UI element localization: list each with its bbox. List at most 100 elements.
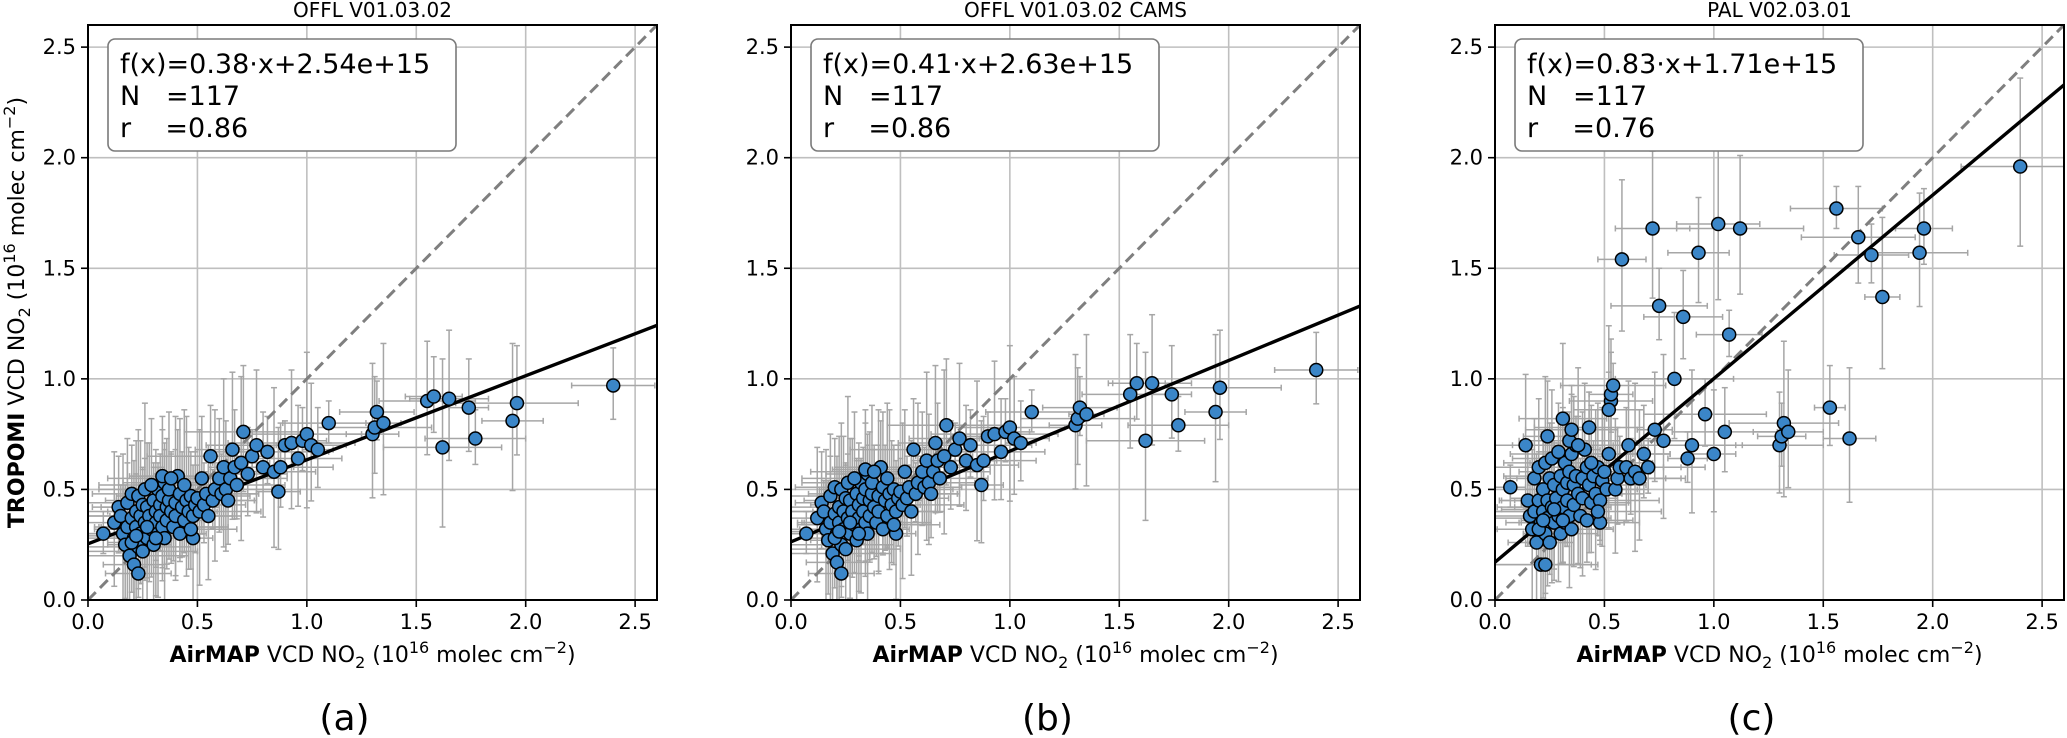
data-point — [1555, 513, 1571, 528]
error-bars — [791, 313, 1359, 600]
data-point — [993, 444, 1009, 460]
data-point — [932, 471, 948, 486]
axes-frame — [87, 24, 658, 601]
data-point — [939, 418, 954, 433]
data-point — [1656, 433, 1671, 449]
data-point — [1601, 446, 1617, 462]
data-point — [376, 415, 391, 431]
stats-line: f(x)=0.41·x+2.63e+15 — [823, 49, 1133, 80]
data-point — [163, 471, 179, 486]
data-point — [1706, 446, 1722, 462]
panel-label: (c) — [1728, 698, 1776, 738]
data-point — [509, 395, 525, 411]
data-point — [1651, 298, 1667, 314]
data-point — [183, 521, 199, 537]
stats-line: N =117 — [1527, 81, 1647, 112]
data-point — [505, 413, 520, 429]
data-point — [1555, 411, 1571, 426]
y-tick-label: 1.0 — [1450, 367, 1483, 391]
data-point — [976, 453, 991, 468]
data-point — [842, 515, 858, 530]
data-points — [96, 378, 621, 581]
data-point — [310, 442, 326, 457]
data-point — [229, 477, 245, 493]
y-tick-label: 2.5 — [746, 35, 779, 59]
data-point — [1864, 247, 1879, 263]
data-point — [240, 466, 256, 482]
data-point — [1208, 404, 1223, 420]
stats-line: N =117 — [823, 81, 943, 112]
data-point — [1024, 404, 1039, 420]
data-point — [1721, 327, 1737, 342]
data-point — [1079, 406, 1094, 422]
data-point — [1212, 380, 1228, 395]
data-point — [177, 477, 192, 493]
data-point — [897, 464, 913, 479]
y-tick-label: 1.5 — [43, 256, 76, 280]
x-tick-label: 2.5 — [1321, 610, 1354, 634]
data-point — [1645, 221, 1660, 236]
y-tick-label: 0.5 — [43, 477, 76, 501]
data-point — [1842, 431, 1857, 446]
data-point — [1581, 420, 1597, 435]
data-point — [1138, 433, 1153, 449]
error-bars — [88, 329, 656, 600]
data-point — [1546, 502, 1562, 517]
data-point — [1829, 201, 1844, 216]
y-axis-label: TROPOMI VCD NO2 (1016 molec cm−2) — [0, 97, 34, 528]
data-point — [886, 517, 902, 533]
data-point — [1129, 376, 1145, 391]
data-point — [904, 504, 919, 519]
y-tick-label: 1.0 — [746, 367, 779, 391]
x-tick-label: 0.5 — [1588, 610, 1621, 634]
y-tick-label: 2.0 — [1450, 146, 1483, 170]
data-point — [1518, 437, 1533, 453]
x-tick-label: 0.0 — [1478, 610, 1511, 634]
stats-box — [107, 38, 457, 152]
data-point — [1579, 513, 1595, 528]
data-point — [866, 464, 882, 479]
data-point — [1564, 422, 1579, 437]
data-point — [1684, 437, 1700, 453]
x-tick-label: 1.5 — [1103, 610, 1136, 634]
x-tick-label: 2.0 — [1212, 610, 1245, 634]
data-point — [273, 460, 288, 475]
data-point — [1916, 221, 1932, 236]
data-point — [321, 415, 336, 431]
data-point — [260, 444, 275, 460]
y-tick-label: 0.0 — [43, 588, 76, 612]
data-point — [1875, 289, 1890, 305]
data-point — [96, 526, 111, 541]
data-point — [1601, 402, 1617, 418]
data-point — [135, 544, 150, 559]
data-point — [194, 471, 210, 486]
data-point — [271, 484, 286, 499]
data-point — [139, 519, 155, 535]
data-point — [1621, 437, 1636, 453]
data-point — [426, 389, 442, 404]
stats-line: r =0.76 — [1527, 113, 1655, 144]
data-point — [220, 493, 236, 508]
x-tick-label: 1.5 — [400, 610, 433, 634]
data-point — [1710, 216, 1726, 232]
x-tick-label: 0.0 — [774, 610, 807, 634]
data-point — [838, 541, 853, 557]
panel-title: PAL V02.03.01 — [1707, 0, 1852, 22]
data-point — [249, 437, 264, 453]
plot-area — [1495, 25, 2064, 600]
data-point — [1503, 479, 1518, 495]
data-point — [1647, 422, 1663, 437]
data-point — [1570, 437, 1586, 453]
x-axis-label: AirMAP VCD NO2 (1016 molec cm−2) — [169, 638, 575, 672]
data-point — [148, 530, 164, 546]
y-tick-label: 2.5 — [1450, 35, 1483, 59]
data-point — [1540, 429, 1555, 444]
data-point — [1675, 309, 1691, 325]
data-point — [1851, 230, 1866, 245]
stats-box — [810, 38, 1160, 152]
stats-line: r =0.86 — [120, 113, 248, 144]
plot-area — [88, 25, 657, 600]
data-point — [203, 449, 218, 464]
axes-frame — [790, 24, 1361, 601]
